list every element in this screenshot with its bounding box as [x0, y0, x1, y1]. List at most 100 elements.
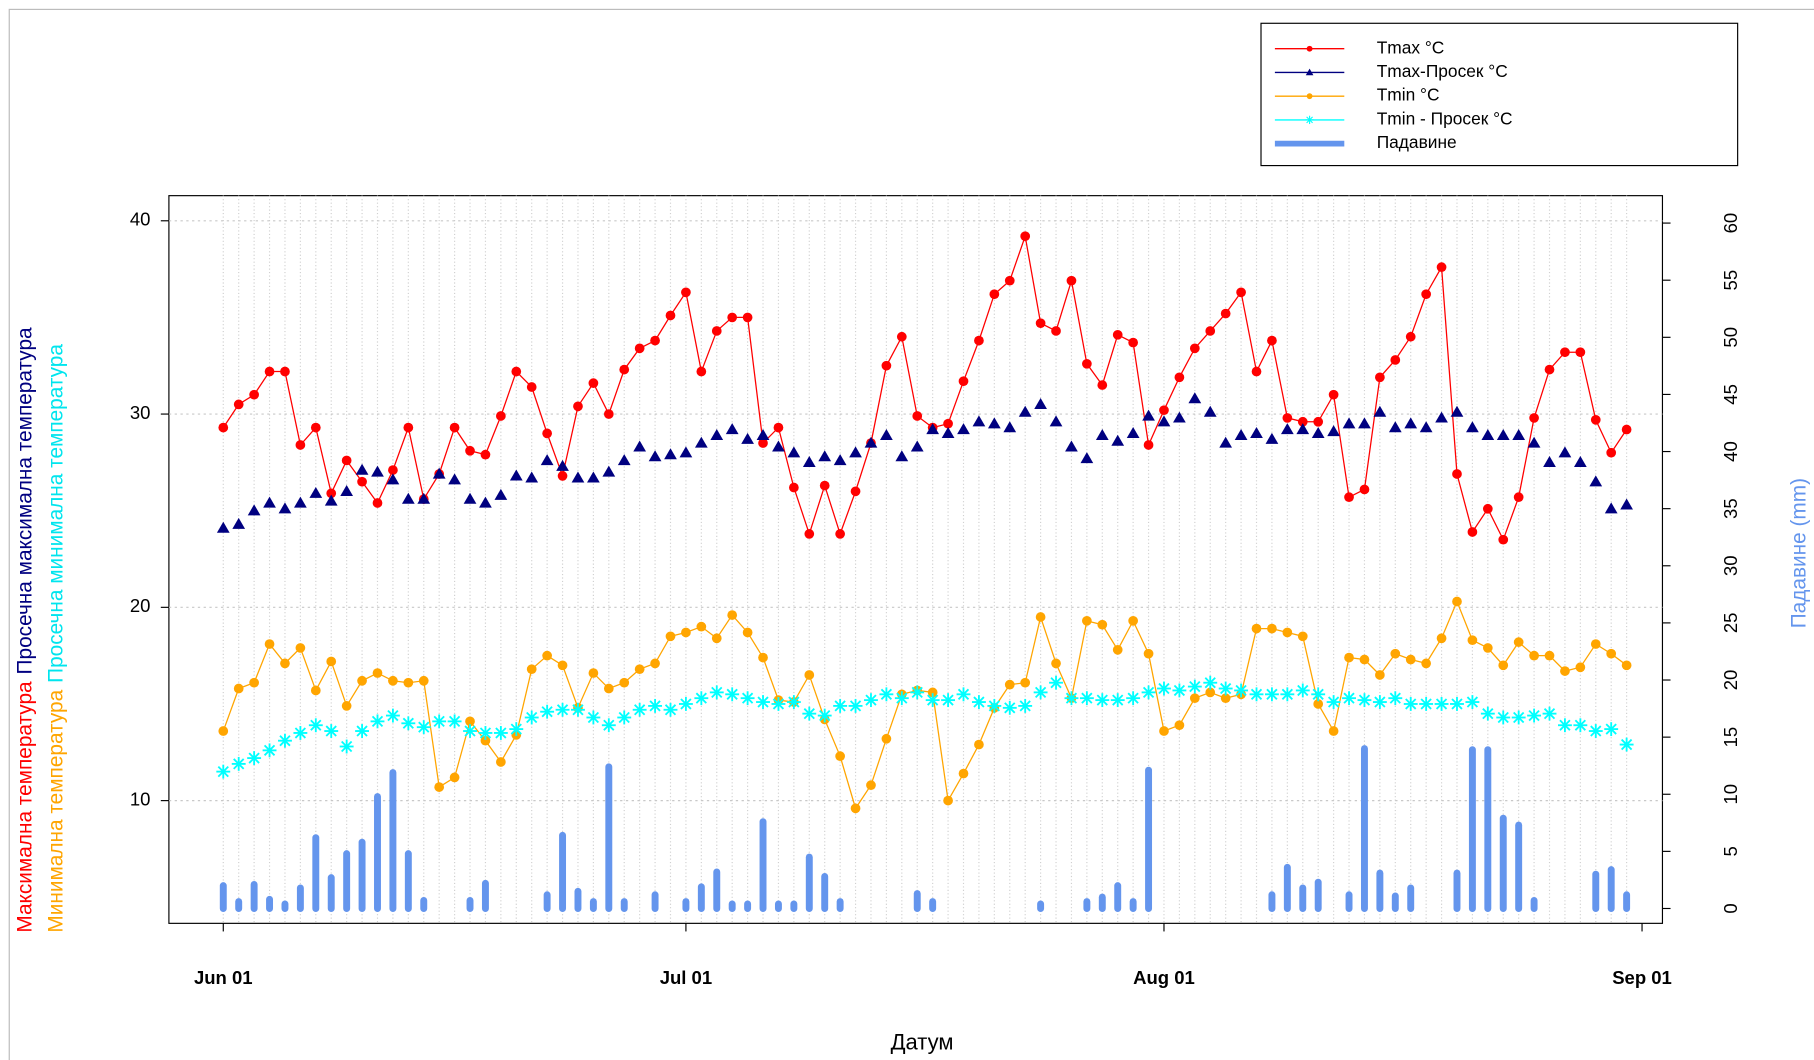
point [974, 335, 984, 346]
point-stroke [988, 700, 1000, 712]
point-stroke [572, 704, 584, 716]
point-stroke [1204, 677, 1216, 689]
point [525, 471, 539, 483]
point [818, 450, 832, 462]
point-stroke [772, 698, 785, 710]
point [1575, 347, 1586, 358]
point [758, 652, 768, 663]
point [232, 517, 246, 529]
legend-marker [1306, 93, 1313, 100]
point [725, 687, 740, 702]
point [602, 465, 616, 477]
point [927, 687, 938, 698]
point [1620, 498, 1633, 510]
point [849, 446, 862, 458]
point [310, 422, 321, 433]
point [881, 733, 892, 744]
point-stroke [1173, 684, 1186, 697]
frame [8, 8, 1814, 1060]
point [696, 621, 707, 632]
point [218, 726, 229, 736]
point [1187, 679, 1202, 694]
point [324, 724, 339, 738]
point [1267, 623, 1277, 634]
y2-tick-label: 15 [1720, 727, 1741, 748]
point-stroke [1528, 709, 1540, 722]
point [540, 704, 555, 719]
point [1498, 534, 1509, 545]
point-stroke [387, 709, 399, 722]
point [896, 331, 907, 342]
point [772, 440, 785, 452]
point [1421, 289, 1432, 300]
point [926, 423, 940, 435]
point-stroke [1189, 680, 1201, 693]
point [231, 756, 246, 771]
point [665, 310, 676, 321]
point [542, 428, 552, 439]
point-stroke [279, 735, 291, 747]
point [1203, 405, 1217, 417]
point [1590, 415, 1601, 425]
point [262, 743, 277, 758]
point-stroke [757, 696, 769, 708]
point [1159, 405, 1169, 416]
point [727, 312, 738, 323]
point [1481, 428, 1495, 440]
point [943, 418, 953, 429]
y2-tick-label: 10 [1720, 784, 1741, 805]
point [619, 364, 630, 375]
point [1112, 329, 1123, 340]
y-axis-label-part: Просечна минимална температура [44, 344, 67, 683]
point-stroke [880, 688, 893, 700]
point [557, 660, 568, 671]
point [1482, 503, 1493, 514]
y2-tick-label: 30 [1720, 555, 1741, 576]
point [1250, 427, 1263, 439]
point [633, 440, 647, 452]
point [588, 378, 599, 388]
point [910, 440, 924, 452]
point [941, 693, 956, 708]
point-stroke [1004, 702, 1016, 714]
point [341, 701, 352, 711]
point [864, 436, 878, 448]
point-stroke [356, 725, 368, 737]
point [1004, 679, 1015, 690]
point [1188, 392, 1202, 404]
point [603, 683, 614, 694]
point [1434, 697, 1449, 711]
point [216, 521, 230, 533]
point [1544, 650, 1555, 661]
point [1189, 693, 1200, 704]
y2-tick-label: 45 [1720, 384, 1741, 405]
point [1589, 475, 1603, 487]
point [1465, 695, 1480, 709]
point [1305, 68, 1314, 76]
y2-tick-label: 25 [1720, 613, 1741, 634]
y2-tick-label: 0 [1720, 903, 1741, 913]
point-stroke [263, 744, 276, 756]
point [1280, 687, 1295, 702]
point [1480, 706, 1495, 721]
point [1249, 687, 1264, 702]
point [1544, 364, 1555, 375]
point-stroke [1482, 708, 1494, 720]
point [280, 658, 290, 669]
point [1112, 644, 1123, 655]
point [1467, 635, 1478, 646]
x-tick-label: Sep 01 [1612, 967, 1672, 988]
point [1051, 326, 1061, 336]
point-stroke [649, 700, 661, 712]
point [587, 471, 600, 483]
point [1419, 421, 1433, 433]
point [1450, 405, 1464, 417]
point [725, 423, 739, 435]
point [326, 656, 337, 667]
point [1388, 691, 1403, 706]
point [758, 438, 768, 448]
point [1543, 456, 1556, 468]
point [1234, 428, 1248, 440]
point [294, 496, 307, 508]
